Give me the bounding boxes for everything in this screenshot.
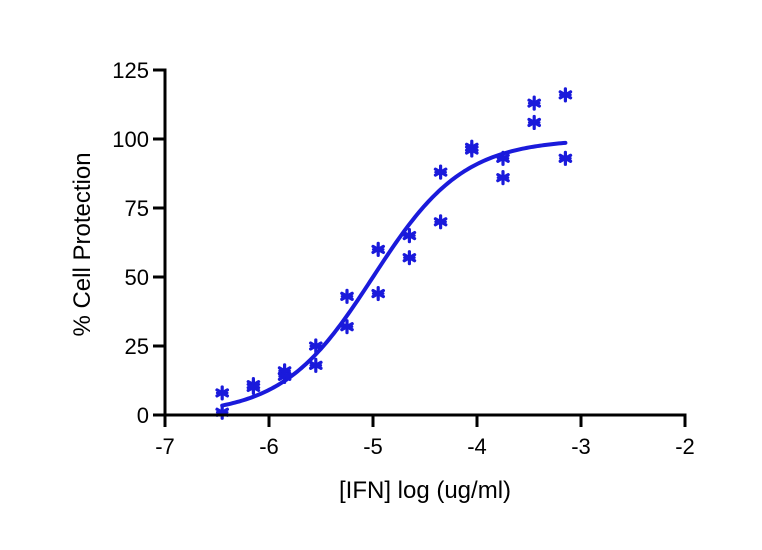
y-tick-label: 0 bbox=[137, 403, 149, 428]
data-point bbox=[246, 379, 261, 395]
fit-curve-layer bbox=[220, 140, 568, 408]
data-point bbox=[527, 114, 541, 131]
data-point bbox=[496, 170, 510, 186]
y-tick-label: 100 bbox=[112, 127, 149, 152]
data-point bbox=[309, 338, 323, 354]
data-point bbox=[527, 95, 541, 111]
x-tick-label: -7 bbox=[155, 434, 175, 459]
fit-curve bbox=[220, 140, 568, 408]
x-tick-label: -6 bbox=[259, 434, 279, 459]
data-point bbox=[433, 164, 448, 180]
data-point bbox=[215, 385, 229, 401]
data-point bbox=[340, 288, 354, 304]
axes bbox=[163, 68, 687, 417]
data-point bbox=[309, 357, 323, 373]
data-point bbox=[558, 150, 573, 166]
data-point bbox=[371, 285, 385, 302]
x-tick-label: -3 bbox=[571, 434, 591, 459]
x-tick-label: -5 bbox=[363, 434, 383, 459]
x-axis-title: [IFN] log (ug/ml) bbox=[339, 477, 511, 504]
y-ticks: 0 25 50 75 100 125 bbox=[112, 58, 165, 428]
data-point bbox=[558, 87, 573, 103]
y-tick-label: 50 bbox=[125, 265, 149, 290]
data-point bbox=[340, 319, 354, 335]
y-tick-label: 25 bbox=[125, 334, 149, 359]
data-point bbox=[433, 214, 448, 230]
y-tick-label: 125 bbox=[112, 58, 149, 83]
y-axis-title: % Cell Protection bbox=[69, 152, 96, 336]
data-points-layer bbox=[215, 87, 573, 420]
x-tick-label: -4 bbox=[467, 434, 487, 459]
data-point bbox=[402, 250, 417, 266]
x-tick-label: -2 bbox=[675, 434, 695, 459]
data-point bbox=[371, 241, 385, 257]
y-tick-label: 75 bbox=[125, 196, 149, 221]
data-point bbox=[277, 368, 292, 384]
data-point bbox=[402, 228, 417, 244]
data-point bbox=[496, 150, 510, 166]
x-ticks: -7 -6 -5 -4 -3 -2 bbox=[155, 415, 695, 459]
data-point bbox=[465, 142, 479, 158]
